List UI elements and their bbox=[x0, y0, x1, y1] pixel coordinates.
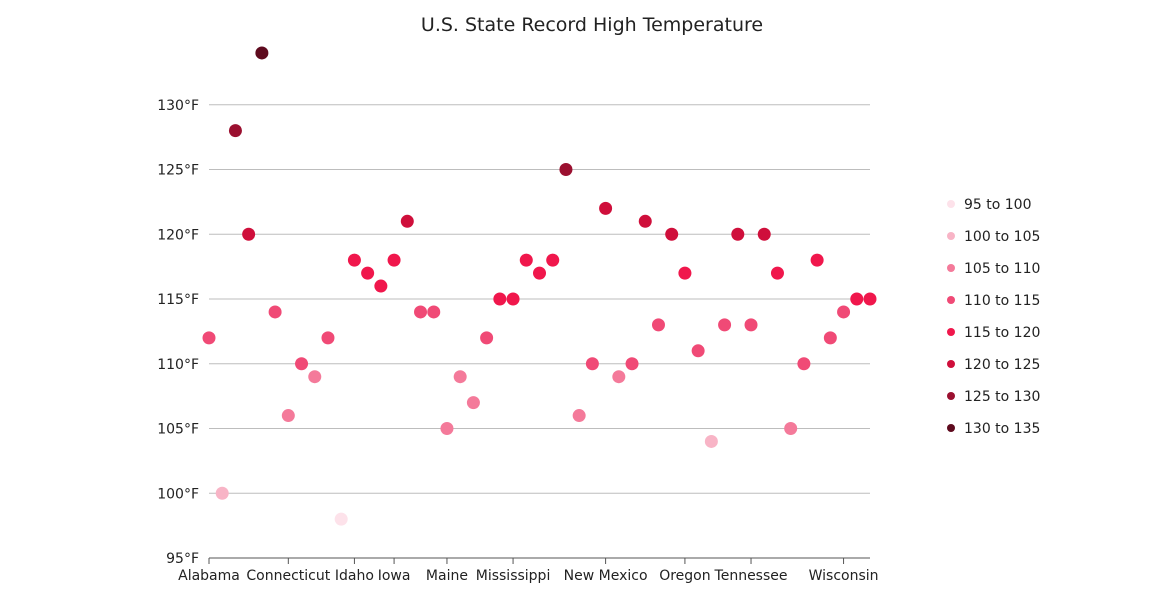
data-point bbox=[453, 370, 467, 384]
y-tick-label: 100°F bbox=[157, 486, 199, 502]
x-tick-label: Iowa bbox=[378, 568, 411, 584]
x-tick-label: Connecticut bbox=[246, 568, 330, 584]
legend-marker bbox=[947, 200, 955, 208]
data-point bbox=[268, 305, 282, 319]
x-tick-label: Idaho bbox=[335, 568, 374, 584]
data-point bbox=[744, 318, 758, 332]
legend-marker bbox=[947, 264, 955, 272]
data-point bbox=[347, 253, 361, 267]
x-tick-label: Alabama bbox=[178, 568, 240, 584]
data-point bbox=[599, 201, 613, 215]
data-point bbox=[533, 266, 546, 280]
data-point bbox=[519, 253, 533, 267]
x-tick-label: Wisconsin bbox=[809, 568, 879, 584]
data-point bbox=[625, 357, 639, 371]
grid-lines bbox=[209, 104, 870, 494]
y-tick-label: 125°F bbox=[157, 163, 199, 179]
data-point bbox=[757, 227, 771, 241]
x-tick-label: Oregon bbox=[659, 568, 710, 584]
data-point bbox=[837, 305, 851, 319]
data-points bbox=[202, 46, 877, 526]
legend-marker bbox=[947, 232, 955, 240]
x-tick-label: New Mexico bbox=[564, 568, 648, 584]
data-point bbox=[810, 253, 824, 267]
data-point bbox=[281, 409, 295, 423]
data-point bbox=[823, 331, 837, 345]
data-point bbox=[585, 357, 599, 371]
legend-label: 115 to 120 bbox=[964, 325, 1040, 341]
legend-marker bbox=[947, 424, 955, 432]
y-tick-label: 130°F bbox=[157, 98, 199, 114]
data-point bbox=[480, 331, 494, 345]
data-point bbox=[612, 370, 626, 384]
data-point bbox=[704, 434, 718, 448]
data-point bbox=[295, 357, 309, 371]
legend-label: 130 to 135 bbox=[964, 421, 1040, 437]
legend: 95 to 100 100 to 105 105 to 110 110 to 115 1… bbox=[947, 197, 1040, 437]
legend-marker bbox=[947, 392, 955, 400]
data-point bbox=[770, 266, 784, 280]
data-point bbox=[506, 292, 520, 306]
data-point bbox=[374, 279, 388, 293]
data-point bbox=[308, 370, 322, 384]
data-point bbox=[334, 512, 348, 526]
data-point bbox=[638, 214, 652, 228]
y-tick-label: 105°F bbox=[157, 422, 199, 438]
data-point bbox=[546, 253, 560, 267]
data-point bbox=[665, 227, 679, 241]
x-tick-label: Tennessee bbox=[714, 568, 788, 584]
legend-marker bbox=[947, 360, 955, 368]
data-point bbox=[850, 292, 864, 306]
data-point bbox=[731, 227, 745, 241]
data-point bbox=[228, 124, 242, 138]
legend-label: 125 to 130 bbox=[964, 389, 1040, 405]
y-tick-label: 115°F bbox=[157, 292, 199, 308]
data-point bbox=[321, 331, 335, 345]
data-point bbox=[718, 318, 732, 332]
data-point bbox=[797, 357, 811, 371]
x-axis: Alabama Connecticut Idaho Iowa Maine Mississi… bbox=[178, 557, 879, 584]
data-point bbox=[361, 266, 375, 280]
x-tick-label: Maine bbox=[426, 568, 468, 584]
legend-label: 110 to 115 bbox=[964, 293, 1040, 309]
legend-label: 105 to 110 bbox=[964, 261, 1040, 277]
data-point bbox=[400, 214, 414, 228]
legend-marker bbox=[947, 296, 955, 304]
data-point bbox=[572, 409, 586, 423]
legend-label: 120 to 125 bbox=[964, 357, 1040, 373]
chart-title: U.S. State Record High Temperature bbox=[420, 14, 764, 36]
y-tick-label: 95°F bbox=[166, 551, 199, 567]
data-point bbox=[427, 305, 441, 319]
data-point bbox=[215, 486, 229, 500]
data-point bbox=[678, 266, 692, 280]
data-point bbox=[255, 46, 269, 60]
y-axis: 95°F 100°F 105°F 110°F 115°F 120°F 125°F 130°F bbox=[157, 98, 199, 567]
data-point bbox=[559, 163, 573, 176]
y-tick-label: 110°F bbox=[157, 357, 199, 373]
data-point bbox=[863, 292, 877, 306]
data-point bbox=[493, 292, 507, 306]
data-point bbox=[466, 396, 480, 410]
data-point bbox=[202, 331, 216, 345]
legend-label: 100 to 105 bbox=[964, 229, 1040, 245]
data-point bbox=[242, 227, 256, 241]
data-point bbox=[651, 318, 665, 332]
y-tick-label: 120°F bbox=[157, 227, 199, 243]
data-point bbox=[387, 253, 401, 267]
data-point bbox=[440, 422, 454, 435]
data-point bbox=[414, 305, 428, 319]
data-point bbox=[691, 344, 705, 358]
data-point bbox=[784, 422, 798, 435]
legend-label: 95 to 100 bbox=[964, 197, 1032, 213]
legend-marker bbox=[947, 328, 955, 336]
x-tick-label: Mississippi bbox=[476, 568, 551, 584]
